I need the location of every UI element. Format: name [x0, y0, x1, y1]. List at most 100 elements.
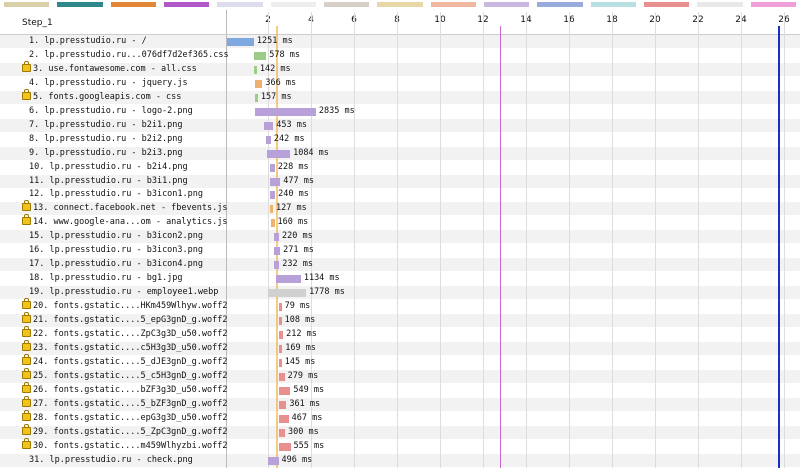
- legend-swatch: [4, 2, 50, 7]
- request-row[interactable]: 10. lp.presstudio.ru - b2i4.png 228 ms: [0, 161, 800, 174]
- gridline: [741, 12, 742, 468]
- row-background: [0, 286, 800, 300]
- lock-icon: [22, 312, 31, 323]
- gridline: [612, 12, 613, 468]
- request-label: 6. lp.presstudio.ru - logo-2.png: [29, 105, 193, 118]
- request-label: 10. lp.presstudio.ru - b2i4.png: [29, 161, 188, 174]
- timing-bar: [254, 107, 316, 116]
- request-row[interactable]: 30. fonts.gstatic....m459Wlhyzbi.woff2 55…: [0, 437, 800, 453]
- request-url: lp.presstudio.ru - b3icon1.png: [49, 189, 204, 200]
- duration-label: 228 ms: [277, 161, 309, 172]
- timing-bar: [267, 456, 279, 465]
- row-background: [0, 300, 800, 314]
- request-url: lp.presstudio.ru - logo-2.png: [44, 105, 193, 116]
- request-number: 22.: [33, 328, 54, 339]
- legend-swatch: [377, 2, 423, 7]
- request-row[interactable]: 1. lp.presstudio.ru - / 1251 ms: [0, 35, 800, 48]
- request-row[interactable]: 26. fonts.gstatic....bZF3g3D_u50.woff2 54…: [0, 381, 800, 397]
- request-number: 27.: [33, 398, 54, 409]
- request-row[interactable]: 8. lp.presstudio.ru - b2i2.png 242 ms: [0, 133, 800, 146]
- timing-bar: [278, 303, 282, 312]
- timing-bar: [254, 79, 263, 88]
- lock-icon: [22, 423, 31, 435]
- request-number: 9.: [29, 147, 45, 158]
- request-row[interactable]: 9. lp.presstudio.ru - b2i3.png 1084 ms: [0, 147, 800, 160]
- timing-bar: [274, 261, 280, 270]
- request-row[interactable]: 18. lp.presstudio.ru - bg1.jpg 1134 ms: [0, 272, 800, 285]
- request-row[interactable]: 31. lp.presstudio.ru - check.png 496 ms: [0, 454, 800, 467]
- request-label: 11. lp.presstudio.ru - b3i1.png: [29, 175, 188, 188]
- request-row[interactable]: 22. fonts.gstatic....ZpC3g3D_u50.woff2 21…: [0, 325, 800, 341]
- request-url: www.google-ana...om - analytics.js: [53, 217, 228, 228]
- request-label: 12. lp.presstudio.ru - b3icon1.png: [29, 188, 203, 201]
- request-row[interactable]: 12. lp.presstudio.ru - b3icon1.png 240 ms: [0, 188, 800, 201]
- request-row[interactable]: 14. www.google-ana...om - analytics.js 16…: [0, 214, 800, 229]
- request-row[interactable]: 16. lp.presstudio.ru - b3icon3.png 271 ms: [0, 244, 800, 257]
- lock-icon: [22, 214, 31, 226]
- duration-label: 271 ms: [283, 245, 314, 256]
- row-background: [0, 383, 800, 397]
- legend-swatch: [484, 2, 530, 7]
- request-number: 19.: [29, 287, 50, 298]
- request-url: fonts.googleapis.com - css: [48, 91, 182, 102]
- request-row[interactable]: 4. lp.presstudio.ru - jquery.js 366 ms: [0, 77, 800, 90]
- request-row[interactable]: 17. lp.presstudio.ru - b3icon4.png 232 ms: [0, 258, 800, 271]
- timing-bar: [254, 93, 258, 102]
- request-row[interactable]: 6. lp.presstudio.ru - logo-2.png 2835 ms: [0, 105, 800, 118]
- request-number: 26.: [33, 384, 54, 395]
- row-background: [0, 48, 800, 62]
- request-row[interactable]: 21. fonts.gstatic....5_epG3gnD_g.woff2 10…: [0, 312, 800, 327]
- request-label: 4. lp.presstudio.ru - jquery.js: [29, 77, 188, 90]
- request-row[interactable]: 23. fonts.gstatic....c5H3g3D_u50.woff2 16…: [0, 339, 800, 355]
- request-row[interactable]: 25. fonts.gstatic....5_c5H3gnD_g.woff2 27…: [0, 367, 800, 383]
- request-row[interactable]: 15. lp.presstudio.ru - b3icon2.png 220 ms: [0, 230, 800, 243]
- duration-label: 145 ms: [284, 356, 316, 367]
- gridline: [268, 12, 269, 468]
- request-url: lp.presstudio.ru - b2i3.png: [44, 147, 183, 158]
- request-row[interactable]: 27. fonts.gstatic....5_bZF3gnD_g.woff2 36…: [0, 395, 800, 411]
- row-background: [0, 76, 800, 90]
- request-number: 14.: [33, 217, 54, 228]
- duration-label: 242 ms: [273, 133, 305, 144]
- request-number: 18.: [29, 273, 50, 284]
- request-url: fonts.gstatic....5_ZpC3gnD_g.woff2: [53, 426, 228, 437]
- row-background: [0, 411, 800, 425]
- request-label: 24. fonts.gstatic....5_dJE3gnD_g.woff2: [22, 353, 227, 369]
- request-number: 5.: [33, 91, 49, 102]
- duration-label: 169 ms: [285, 342, 316, 353]
- timing-bar: [227, 38, 254, 46]
- request-row[interactable]: 24. fonts.gstatic....5_dJE3gnD_g.woff2 14…: [0, 353, 800, 369]
- legend-swatch: [590, 2, 636, 7]
- request-row[interactable]: 28. fonts.gstatic....epG3g3D_u50.woff2 46…: [0, 409, 800, 425]
- lock-icon: [22, 381, 31, 393]
- lock-icon: [22, 437, 31, 449]
- request-row[interactable]: 13. connect.facebook.net - fbevents.js 12…: [0, 200, 800, 215]
- request-url: lp.presstudio.ru - bg1.jpg: [49, 273, 183, 284]
- request-number: 2.: [29, 49, 45, 60]
- request-row[interactable]: 19. lp.presstudio.ru - employee1.webp 177…: [0, 286, 800, 299]
- request-number: 16.: [29, 245, 50, 256]
- request-row[interactable]: 3. use.fontawesome.com - all.css 142 ms: [0, 60, 800, 76]
- request-label: 2. lp.presstudio.ru...076df7d2ef365.css: [29, 49, 229, 62]
- request-label: 19. lp.presstudio.ru - employee1.webp: [29, 286, 218, 299]
- duration-label: 300 ms: [288, 426, 319, 437]
- duration-label: 555 ms: [293, 440, 325, 451]
- request-url: fonts.gstatic....c5H3g3D_u50.woff2: [53, 342, 228, 353]
- row-background: [0, 453, 800, 467]
- duration-label: 212 ms: [286, 328, 317, 339]
- request-row[interactable]: 29. fonts.gstatic....5_ZpC3gnD_g.woff2 30…: [0, 423, 800, 439]
- request-number: 31.: [29, 454, 50, 465]
- request-row[interactable]: 5. fonts.googleapis.com - css 157 ms: [0, 88, 800, 104]
- timing-bar: [276, 275, 301, 284]
- gridline: [483, 12, 484, 468]
- duration-label: 142 ms: [259, 63, 291, 74]
- request-row[interactable]: 11. lp.presstudio.ru - b3i1.png 477 ms: [0, 175, 800, 188]
- row-background: [0, 118, 800, 132]
- request-number: 28.: [33, 412, 54, 423]
- request-row[interactable]: 2. lp.presstudio.ru...076df7d2ef365.css 5…: [0, 49, 800, 62]
- request-row[interactable]: 7. lp.presstudio.ru - b2i1.png 453 ms: [0, 119, 800, 132]
- legend-swatch: [430, 2, 476, 7]
- lock-icon: [22, 60, 31, 72]
- request-row[interactable]: 20. fonts.gstatic....HKm459Wlhyw.woff2 79…: [0, 298, 800, 313]
- duration-label: 1134 ms: [303, 273, 340, 284]
